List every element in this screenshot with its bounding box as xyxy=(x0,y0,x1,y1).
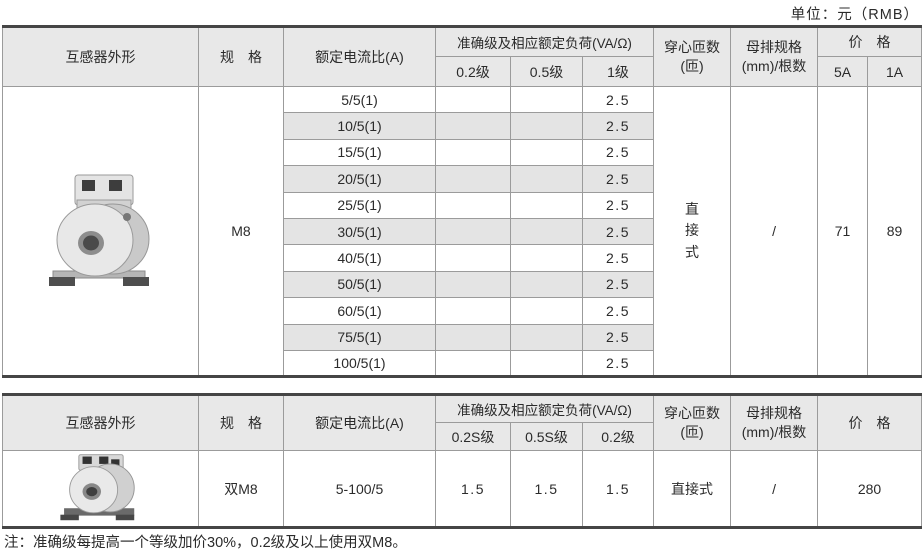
load-1-cell: 2.5 xyxy=(581,349,655,378)
load-0-2-cell xyxy=(435,297,511,325)
header-class-0-5: 0.5级 xyxy=(510,56,583,87)
header-class-1: 1级 xyxy=(581,56,655,87)
load-1-cell: 2.5 xyxy=(581,165,655,193)
ratio-cell: 10/5(1) xyxy=(283,112,436,140)
load-0-5-cell xyxy=(510,297,583,325)
load-0-2-cell xyxy=(435,191,511,219)
header-accuracy-group: 准确级及相应额定负荷(VA/Ω) xyxy=(434,26,655,57)
header-class-0-2: 0.2级 xyxy=(435,56,511,87)
busbar-cell: / xyxy=(730,450,819,528)
load-1-cell: 2.5 xyxy=(581,297,655,325)
load-0-2-cell: 1.5 xyxy=(581,450,655,528)
table-row: 75/5(1) 2.5 xyxy=(3,323,922,351)
ratio-cell: 30/5(1) xyxy=(283,217,436,246)
unit-label: 单位：元（RMB） xyxy=(790,7,919,23)
load-0-5-cell xyxy=(510,349,583,378)
header-busbar: 母排规格 (mm)/根数 xyxy=(730,394,819,451)
spec-cell: M8 xyxy=(198,85,284,378)
ratio-cell: 40/5(1) xyxy=(283,244,436,272)
price-1a-cell: 89 xyxy=(867,85,923,378)
load-1-cell: 2.5 xyxy=(581,138,655,167)
table-row: 100/5(1) 2.5 xyxy=(3,349,922,378)
table-row: 20/5(1) 2.5 xyxy=(3,165,922,193)
header-accuracy-group: 准确级及相应额定负荷(VA/Ω) xyxy=(434,394,655,423)
table-subheader-row: 0.2S级 0.5S级 0.2级 xyxy=(3,422,922,451)
table-header-row: 互感器外形 规 格 额定电流比(A) 准确级及相应额定负荷(VA/Ω) 穿心匝数… xyxy=(2,26,923,87)
turns-cell: 直 接 式 xyxy=(653,85,732,378)
load-0-2-cell xyxy=(435,217,511,246)
ratio-cell: 25/5(1) xyxy=(283,191,436,219)
double-m8-transformer-photo xyxy=(59,454,135,521)
load-1-cell: 2.5 xyxy=(581,191,655,219)
header-turns: 穿心匝数 (匝) xyxy=(653,26,732,87)
price-table-m8: 互感器外形 规 格 额定电流比(A) 准确级及相应额定负荷(VA/Ω) 穿心匝数… xyxy=(2,25,923,379)
table-header-row: 互感器外形 规 格 额定电流比(A) 准确级及相应额定负荷(VA/Ω) 穿心匝数… xyxy=(2,394,923,451)
header-spec: 规 格 xyxy=(198,26,284,87)
header-appearance: 互感器外形 xyxy=(2,394,199,451)
header-price: 价 格 xyxy=(817,394,923,451)
ratio-cell: 50/5(1) xyxy=(283,270,436,299)
load-1-cell: 2.5 xyxy=(581,270,655,299)
table-row: 双M8 5-100/5 1.5 1.5 1.5 直接式 / 280 xyxy=(2,450,923,528)
load-0-2-cell xyxy=(435,270,511,299)
load-0-2-cell xyxy=(435,349,511,378)
load-0-5-cell xyxy=(510,85,583,114)
load-0-2-cell xyxy=(435,112,511,140)
header-appearance: 互感器外形 xyxy=(2,26,199,87)
header-ratio: 额定电流比(A) xyxy=(283,394,436,451)
ratio-cell: 5/5(1) xyxy=(283,85,436,114)
header-busbar: 母排规格 (mm)/根数 xyxy=(730,26,819,87)
price-cell: 280 xyxy=(817,450,923,528)
ratio-cell: 5-100/5 xyxy=(283,450,436,528)
load-0-5-cell xyxy=(510,244,583,272)
appearance-photo-cell xyxy=(2,450,199,528)
ratio-cell: 75/5(1) xyxy=(283,323,436,351)
load-0-5-cell xyxy=(510,165,583,193)
ratio-cell: 100/5(1) xyxy=(283,349,436,378)
table-row: 40/5(1) 2.5 xyxy=(3,244,922,272)
table-row: 15/5(1) 2.5 xyxy=(3,138,922,167)
load-0-2-cell xyxy=(435,244,511,272)
table-row: 10/5(1) 2.5 xyxy=(3,112,922,140)
header-turns: 穿心匝数 (匝) xyxy=(653,394,732,451)
load-0-5-cell xyxy=(510,191,583,219)
m8-transformer-photo xyxy=(48,174,149,286)
footnote: 注：准确级每提高一个等级加价30%，0.2级及以上使用双M8。 xyxy=(4,535,407,551)
load-1-cell: 2.5 xyxy=(581,323,655,351)
load-0-5-cell xyxy=(510,112,583,140)
load-0-2-cell xyxy=(435,85,511,114)
price-5a-cell: 71 xyxy=(817,85,869,378)
load-0-5s-cell: 1.5 xyxy=(510,450,583,528)
spec-cell: 双M8 xyxy=(198,450,284,528)
load-0-5-cell xyxy=(510,217,583,246)
load-1-cell: 2.5 xyxy=(581,85,655,114)
load-0-2-cell xyxy=(435,165,511,193)
load-1-cell: 2.5 xyxy=(581,244,655,272)
ratio-cell: 15/5(1) xyxy=(283,138,436,167)
appearance-photo-cell xyxy=(2,85,199,378)
header-class-0-2: 0.2级 xyxy=(581,422,655,451)
busbar-cell: / xyxy=(730,85,819,378)
ratio-cell: 20/5(1) xyxy=(283,165,436,193)
load-0-5-cell xyxy=(510,138,583,167)
table-row: M8 5/5(1) 2.5 直 接 式 / 71 89 xyxy=(2,85,923,378)
turns-cell: 直接式 xyxy=(653,450,732,528)
load-1-cell: 2.5 xyxy=(581,217,655,246)
header-price-group: 价 格 xyxy=(817,26,923,57)
header-class-0-5s: 0.5S级 xyxy=(510,422,583,451)
load-0-2-cell xyxy=(435,138,511,167)
header-ratio: 额定电流比(A) xyxy=(283,26,436,87)
header-price-1a: 1A xyxy=(867,56,923,87)
header-spec: 规 格 xyxy=(198,394,284,451)
price-table-double-m8: 互感器外形 规 格 额定电流比(A) 准确级及相应额定负荷(VA/Ω) 穿心匝数… xyxy=(2,393,923,529)
load-0-2s-cell: 1.5 xyxy=(435,450,511,528)
load-0-2-cell xyxy=(435,323,511,351)
header-price-5a: 5A xyxy=(817,56,869,87)
load-0-5-cell xyxy=(510,270,583,299)
ratio-cell: 60/5(1) xyxy=(283,297,436,325)
header-class-0-2s: 0.2S级 xyxy=(435,422,511,451)
load-1-cell: 2.5 xyxy=(581,112,655,140)
load-0-5-cell xyxy=(510,323,583,351)
table-subheader-row: 0.2级 0.5级 1级 5A 1A xyxy=(3,56,923,87)
